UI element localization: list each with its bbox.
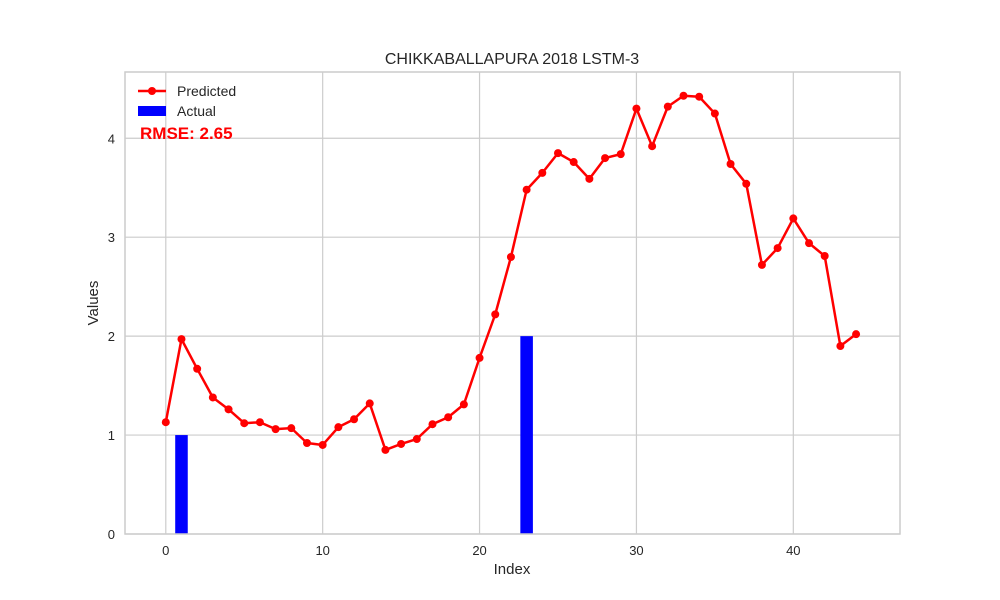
y-tick-label: 1 [108, 428, 115, 443]
predicted-point [224, 405, 233, 414]
predicted-point [271, 425, 280, 434]
chart-title: CHIKKABALLAPURA 2018 LSTM-3 [385, 51, 639, 68]
predicted-point [663, 102, 672, 111]
predicted-point [255, 418, 264, 427]
predicted-point [193, 364, 202, 373]
x-tick-label: 0 [162, 543, 169, 558]
y-tick-label: 0 [108, 527, 115, 542]
rmse-annotation: RMSE: 2.65 [140, 124, 233, 143]
predicted-point [334, 423, 343, 432]
predicted-point [444, 413, 453, 422]
predicted-point [522, 185, 531, 194]
predicted-point [569, 158, 578, 167]
y-tick-labels: 0 1 2 3 4 [108, 131, 115, 542]
x-tick-label: 10 [315, 543, 329, 558]
plot-area [125, 72, 900, 534]
actual-bar [520, 336, 533, 534]
predicted-point [601, 154, 610, 163]
predicted-point [177, 335, 186, 344]
predicted-point [632, 104, 641, 113]
predicted-point [710, 109, 719, 118]
predicted-point [318, 440, 327, 449]
plot-frame [124, 71, 901, 535]
predicted-point [585, 174, 594, 183]
legend-actual-label: Actual [177, 103, 216, 119]
x-tick-label: 30 [629, 543, 643, 558]
predicted-point [208, 393, 217, 402]
predicted-points [161, 91, 861, 454]
predicted-point [773, 244, 782, 253]
actual-bars [175, 336, 533, 534]
predicted-point [695, 92, 704, 101]
predicted-point [287, 424, 296, 433]
predicted-point [459, 400, 468, 409]
x-tick-label: 40 [786, 543, 800, 558]
predicted-point [506, 252, 515, 261]
legend: Predicted Actual [138, 83, 236, 119]
predicted-point [538, 168, 547, 177]
actual-bar [175, 435, 188, 534]
predicted-point [365, 399, 374, 408]
legend-actual-swatch [138, 106, 166, 116]
predicted-point [616, 150, 625, 159]
predicted-point [397, 439, 406, 448]
predicted-point [475, 353, 484, 362]
predicted-point [428, 420, 437, 429]
predicted-point [161, 418, 170, 427]
predicted-point [240, 419, 249, 428]
predicted-point [836, 342, 845, 351]
x-tick-labels: 0 10 20 30 40 [162, 543, 800, 558]
y-axis-label: Values [85, 281, 102, 326]
predicted-point [742, 179, 751, 188]
predicted-point [412, 435, 421, 444]
predicted-point [648, 142, 657, 151]
legend-predicted-label: Predicted [177, 83, 236, 99]
predicted-point [381, 445, 390, 454]
y-tick-label: 4 [108, 131, 115, 146]
predicted-point [302, 438, 311, 447]
predicted-point [491, 310, 500, 319]
y-tick-label: 2 [108, 329, 115, 344]
predicted-point [805, 239, 814, 248]
predicted-point [820, 252, 829, 261]
predicted-point [679, 91, 688, 100]
predicted-point [789, 214, 798, 223]
x-tick-label: 20 [472, 543, 486, 558]
predicted-point [553, 149, 562, 158]
predicted-point [726, 160, 735, 169]
y-tick-label: 3 [108, 230, 115, 245]
predicted-point [757, 260, 766, 269]
predicted-point [350, 415, 359, 424]
legend-predicted-marker-swatch [148, 87, 156, 95]
predicted-point [852, 330, 861, 339]
x-axis-label: Index [494, 561, 531, 578]
